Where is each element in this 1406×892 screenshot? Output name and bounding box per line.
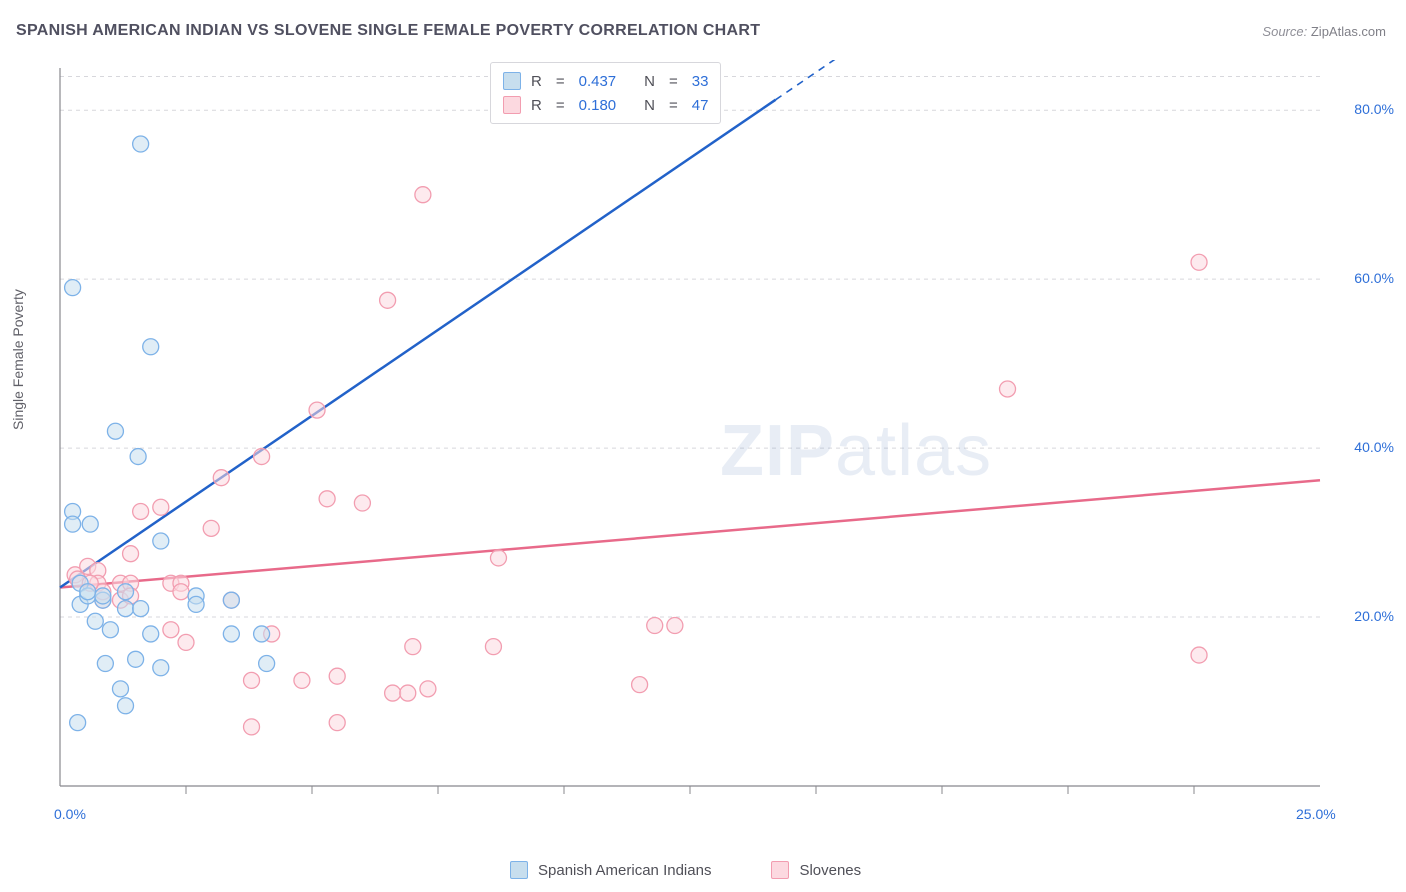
swatch-blue-icon [503,72,521,90]
n-value-pink: 47 [692,97,709,114]
swatch-blue-icon [510,861,528,879]
r-value-blue: 0.437 [579,73,617,90]
swatch-pink-icon [503,96,521,114]
legend-row-blue: R = 0.437 N = 33 [503,69,708,93]
legend-row-pink: R = 0.180 N = 47 [503,93,708,117]
y-axis-label: Single Female Poverty [10,289,26,430]
legend-correlation: R = 0.437 N = 33 R = 0.180 N = 47 [490,62,721,124]
n-label: N [644,73,655,90]
x-tick-label: 25.0% [1296,806,1336,822]
equals-sign: = [669,73,678,90]
y-tick-label: 60.0% [1354,270,1394,286]
plot-area [50,60,1380,826]
legend-item-blue: Spanish American Indians [510,861,711,879]
legend-series: Spanish American Indians Slovenes [510,861,861,879]
r-value-pink: 0.180 [579,97,617,114]
n-label: N [644,97,655,114]
equals-sign: = [556,73,565,90]
legend-label-pink: Slovenes [799,862,861,879]
source-attribution: Source: ZipAtlas.com [1262,24,1386,39]
y-tick-label: 80.0% [1354,101,1394,117]
x-tick-label: 0.0% [54,806,86,822]
r-label: R [531,73,542,90]
equals-sign: = [669,97,678,114]
chart-title: SPANISH AMERICAN INDIAN VS SLOVENE SINGL… [16,22,760,40]
legend-item-pink: Slovenes [771,861,861,879]
swatch-pink-icon [771,861,789,879]
equals-sign: = [556,97,565,114]
y-tick-label: 20.0% [1354,608,1394,624]
n-value-blue: 33 [692,73,709,90]
legend-label-blue: Spanish American Indians [538,862,711,879]
r-label: R [531,97,542,114]
scatter-plot-svg [50,60,1380,826]
source-value: ZipAtlas.com [1311,24,1386,39]
chart-container: SPANISH AMERICAN INDIAN VS SLOVENE SINGL… [0,0,1406,892]
source-label: Source: [1262,24,1307,39]
y-tick-label: 40.0% [1354,439,1394,455]
